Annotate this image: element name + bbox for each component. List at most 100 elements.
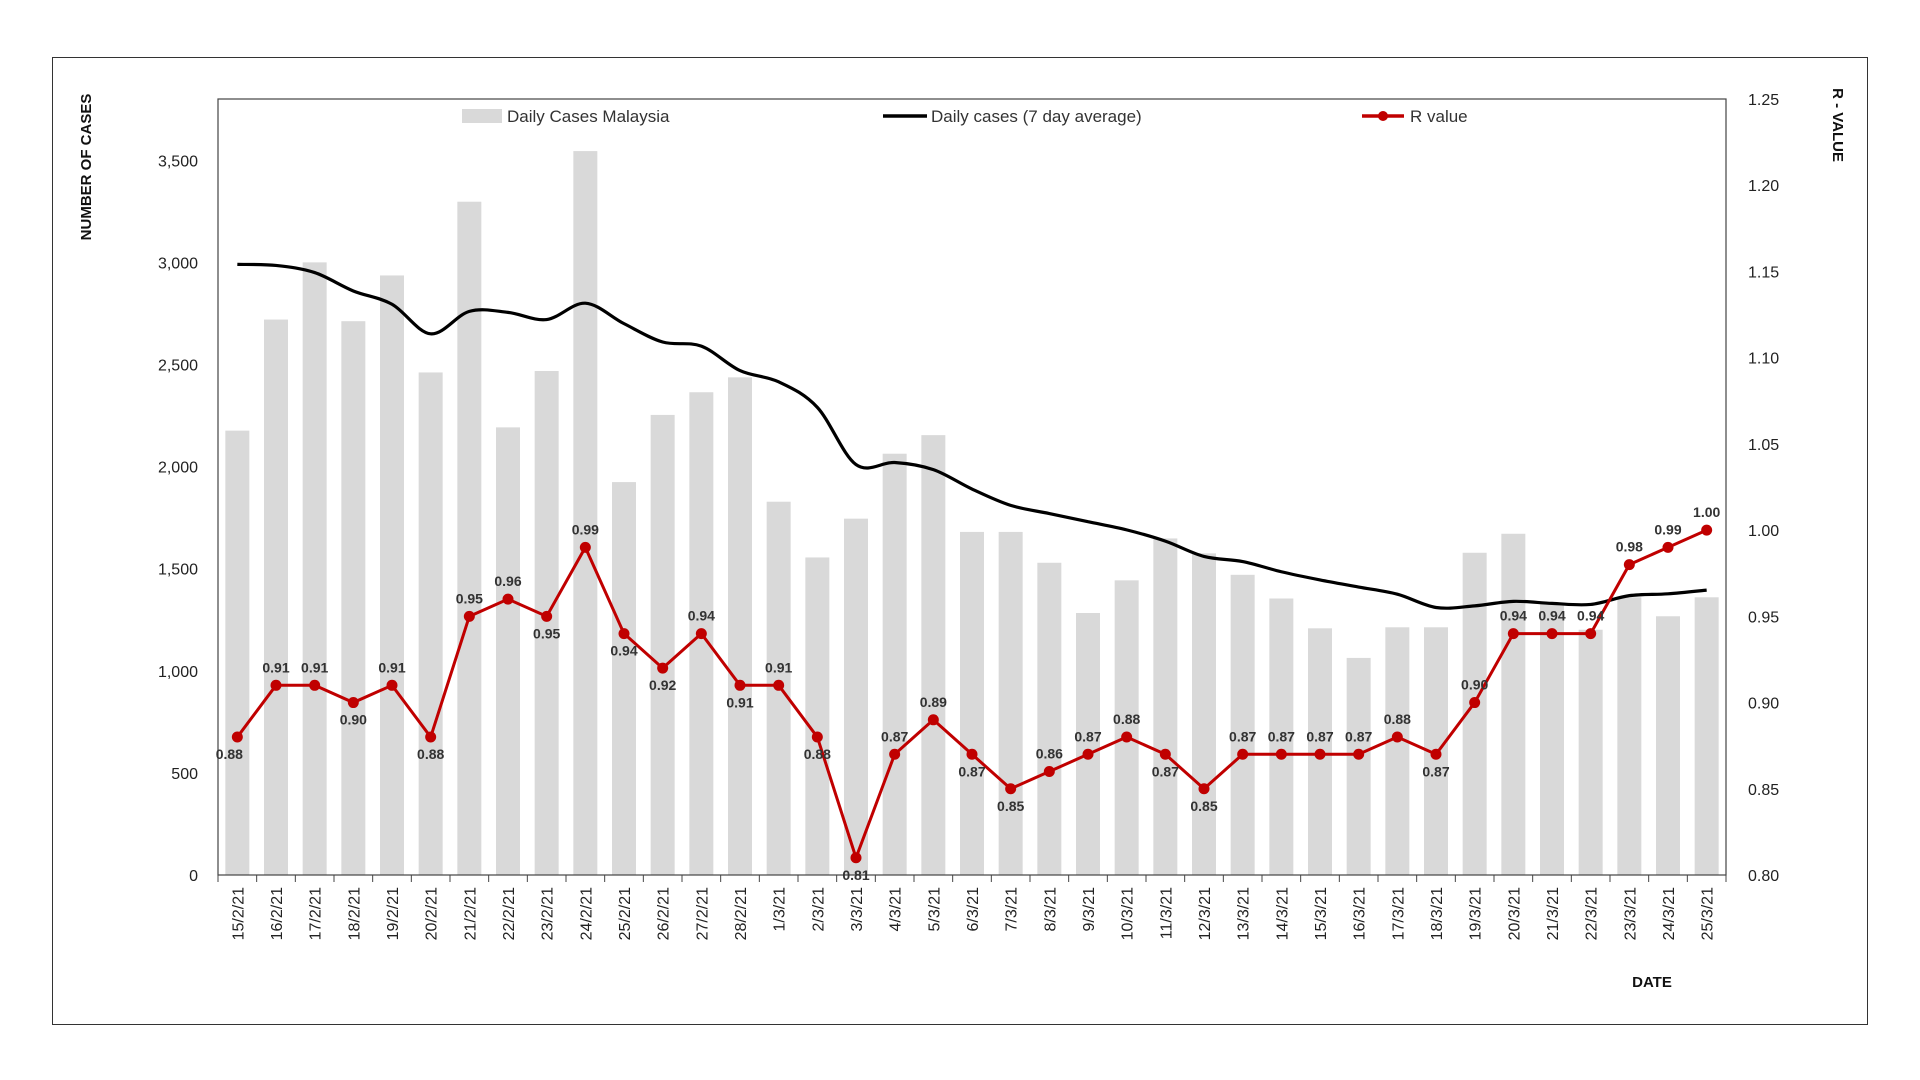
data-label-r-value: 0.91 [726, 694, 753, 710]
bar-daily-cases [1230, 574, 1255, 875]
x-tick-label: 24/2/21 [578, 887, 595, 940]
data-label-r-value: 0.88 [417, 746, 444, 762]
marker-r-value [1507, 628, 1519, 640]
legend-label-r-value: R value [1410, 107, 1468, 126]
data-label-r-value: 1.00 [1693, 504, 1720, 520]
marker-r-value [541, 610, 553, 622]
y-right-tick-label: 1.25 [1748, 92, 1779, 109]
y-left-tick-label: 2,500 [158, 357, 198, 374]
legend-label-daily-cases: Daily Cases Malaysia [507, 107, 670, 126]
marker-r-value [1391, 731, 1403, 743]
bar-daily-cases [1694, 597, 1719, 875]
bar-daily-cases [1462, 552, 1487, 875]
y-left-tick-label: 1,000 [158, 664, 198, 681]
bar-daily-cases [882, 453, 907, 875]
x-tick-label: 21/3/21 [1545, 887, 1562, 940]
bar-daily-cases [457, 201, 482, 875]
y-axis-right-title: R - VALUE [1829, 88, 1846, 162]
x-tick-label: 16/2/21 [269, 887, 286, 940]
marker-r-value [1121, 731, 1133, 743]
line-7day-average [237, 262, 1707, 610]
data-label-r-value: 0.88 [216, 746, 243, 762]
bar-daily-cases [1578, 629, 1603, 875]
bar-daily-cases [1385, 627, 1410, 875]
data-label-r-value: 0.81 [842, 867, 869, 883]
y-axis-left-title: NUMBER OF CASES [78, 94, 95, 241]
marker-r-value [618, 628, 630, 640]
bar-daily-cases [650, 414, 675, 875]
bar-daily-cases [496, 427, 520, 875]
x-tick-label: 19/3/21 [1468, 887, 1485, 940]
data-label-r-value: 0.86 [1036, 746, 1063, 762]
bar-daily-cases [960, 531, 984, 875]
y-right-tick-label: 1.05 [1748, 437, 1779, 454]
marker-r-value [1430, 748, 1442, 760]
data-label-r-value: 0.89 [920, 694, 947, 710]
x-tick-label: 10/3/21 [1120, 887, 1137, 940]
marker-r-value [695, 628, 707, 640]
marker-r-value [347, 697, 359, 709]
data-label-r-value: 0.99 [572, 521, 599, 537]
legend-swatch-daily-cases [462, 109, 502, 123]
x-tick-label: 22/3/21 [1584, 887, 1601, 940]
marker-r-value [1198, 783, 1210, 795]
bar-daily-cases [1037, 562, 1062, 875]
y-left-tick-label: 2,000 [158, 460, 198, 477]
x-tick-label: 15/3/21 [1313, 887, 1330, 940]
y-right-tick-label: 0.95 [1748, 609, 1779, 626]
x-tick-label: 5/3/21 [926, 887, 943, 932]
x-tick-label: 20/3/21 [1506, 887, 1523, 940]
data-label-r-value: 0.87 [1229, 728, 1256, 744]
x-tick-label: 17/3/21 [1390, 887, 1407, 940]
marker-r-value [889, 748, 901, 760]
marker-r-value [1662, 541, 1674, 553]
marker-r-value [734, 679, 746, 691]
bar-daily-cases [998, 531, 1023, 875]
x-tick-label: 11/3/21 [1158, 887, 1175, 939]
data-label-r-value: 0.92 [649, 677, 676, 693]
marker-r-value [657, 662, 669, 674]
legend: Daily Cases Malaysia Daily cases (7 day … [462, 107, 1468, 126]
data-label-r-value: 0.85 [1190, 798, 1217, 814]
bar-daily-cases [844, 518, 868, 875]
bar-daily-cases [728, 377, 752, 875]
data-label-r-value: 0.91 [262, 659, 289, 675]
x-tick-label: 26/2/21 [656, 887, 673, 940]
data-label-r-value: 0.87 [1074, 728, 1101, 744]
data-label-r-value: 0.87 [1345, 728, 1372, 744]
x-axis-title: DATE [1632, 974, 1672, 991]
bar-daily-cases [264, 319, 288, 875]
y-left-tick-label: 3,000 [158, 255, 198, 272]
bar-daily-cases [225, 430, 250, 875]
x-tick-label: 18/2/21 [346, 887, 363, 940]
x-tick-label: 25/3/21 [1700, 887, 1717, 940]
bar-daily-cases [1192, 553, 1216, 875]
data-label-r-value: 0.88 [1384, 711, 1411, 727]
marker-r-value [1314, 748, 1326, 760]
marker-r-value [1623, 559, 1635, 571]
x-tick-label: 9/3/21 [1081, 887, 1098, 932]
avg-line-layer [237, 262, 1707, 610]
marker-r-value [502, 593, 514, 605]
marker-r-value [773, 679, 785, 691]
data-label-r-value: 0.94 [1500, 608, 1527, 624]
marker-r-value [1701, 524, 1713, 536]
data-label-r-value: 0.94 [610, 643, 637, 659]
data-label-r-value: 0.96 [494, 573, 521, 589]
x-tick-label: 20/2/21 [424, 887, 441, 940]
x-tick-label: 27/2/21 [694, 887, 711, 940]
marker-r-value [1237, 748, 1249, 760]
bar-daily-cases [302, 262, 327, 875]
marker-r-value [1082, 748, 1094, 760]
x-tick-label: 25/2/21 [617, 887, 634, 940]
marker-r-value [811, 731, 823, 743]
y-left-tick-label: 3,500 [158, 153, 198, 170]
x-tick-label: 21/2/21 [462, 887, 479, 940]
marker-r-value [966, 748, 978, 760]
bar-daily-cases [921, 435, 946, 875]
data-label-r-value: 0.91 [378, 659, 405, 675]
r-line-layer: 0.88 0.91 0.91 0.90 0.91 0.88 0.95 0.96 0.95 0.99… [216, 504, 1721, 883]
y-right-tick-label: 1.15 [1748, 264, 1779, 281]
data-label-r-value: 0.90 [340, 712, 367, 728]
